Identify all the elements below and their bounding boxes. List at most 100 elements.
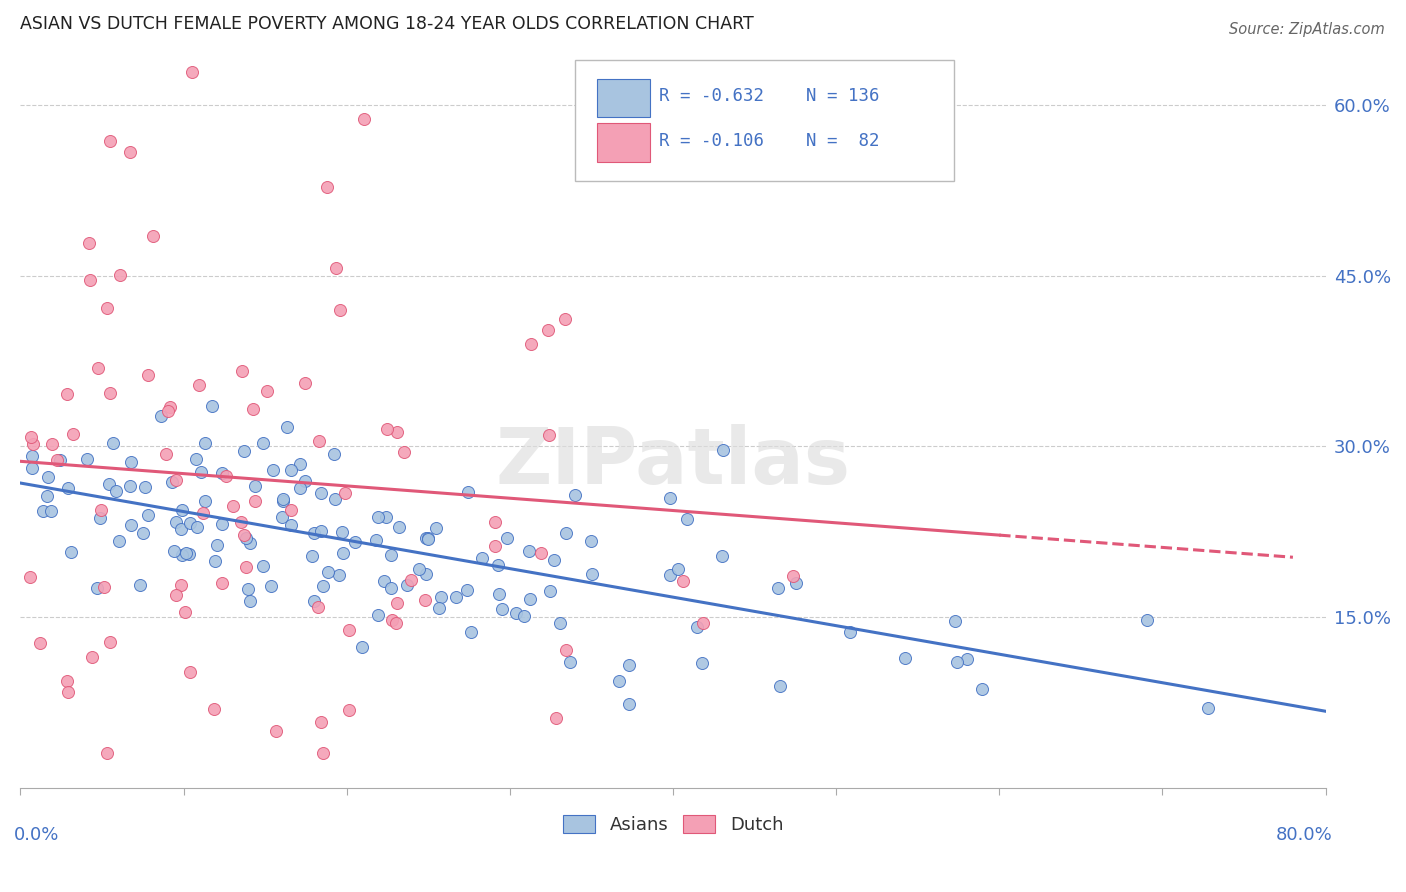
Point bbox=[18, 570, 41, 584]
Point bbox=[302, 525, 325, 540]
Point bbox=[1136, 613, 1159, 627]
Point bbox=[617, 657, 640, 672]
Point bbox=[229, 515, 252, 529]
Point bbox=[425, 521, 447, 535]
Point bbox=[444, 591, 467, 605]
Point bbox=[41, 436, 63, 450]
Text: Source: ZipAtlas.com: Source: ZipAtlas.com bbox=[1229, 22, 1385, 37]
Point bbox=[120, 517, 142, 532]
Point bbox=[711, 442, 734, 457]
Point bbox=[530, 546, 553, 560]
Point bbox=[96, 747, 118, 761]
Point bbox=[120, 145, 142, 160]
Point bbox=[380, 548, 402, 562]
Point bbox=[98, 134, 121, 148]
Point bbox=[946, 655, 969, 669]
Point bbox=[120, 455, 142, 469]
Point bbox=[56, 685, 79, 699]
Point bbox=[294, 376, 316, 390]
Point bbox=[180, 65, 202, 79]
Point bbox=[271, 492, 294, 507]
Point bbox=[155, 447, 177, 461]
Point bbox=[617, 697, 640, 711]
Point bbox=[186, 519, 208, 533]
Point bbox=[367, 509, 389, 524]
Point bbox=[294, 474, 316, 488]
Point bbox=[690, 656, 713, 670]
Point bbox=[311, 715, 333, 730]
Point bbox=[309, 486, 332, 500]
Point bbox=[517, 544, 540, 558]
Point bbox=[80, 650, 103, 665]
Point bbox=[555, 526, 578, 541]
Point bbox=[186, 452, 208, 467]
Point bbox=[548, 615, 571, 630]
Point bbox=[215, 469, 238, 483]
Point bbox=[96, 301, 118, 316]
Point bbox=[385, 596, 408, 610]
Point bbox=[236, 582, 259, 597]
Point bbox=[323, 447, 346, 461]
Point bbox=[165, 588, 187, 602]
Point bbox=[302, 594, 325, 608]
Point bbox=[179, 516, 201, 530]
Point bbox=[58, 481, 80, 495]
Point bbox=[484, 539, 506, 553]
Point bbox=[39, 504, 62, 518]
Point bbox=[769, 679, 792, 693]
Point bbox=[20, 461, 42, 475]
Point bbox=[193, 507, 215, 521]
Point bbox=[232, 528, 254, 542]
Point bbox=[512, 608, 534, 623]
Point bbox=[782, 568, 804, 582]
Point bbox=[839, 624, 862, 639]
Point bbox=[138, 368, 160, 383]
Point bbox=[79, 273, 101, 287]
FancyBboxPatch shape bbox=[598, 78, 650, 117]
Point bbox=[332, 546, 354, 560]
Point bbox=[160, 475, 183, 489]
Point bbox=[496, 531, 519, 545]
Point bbox=[581, 567, 603, 582]
Point bbox=[413, 592, 436, 607]
Point bbox=[98, 385, 121, 400]
Point bbox=[415, 531, 437, 545]
Point bbox=[21, 449, 44, 463]
Point bbox=[375, 422, 398, 436]
Point bbox=[471, 550, 494, 565]
Point bbox=[288, 457, 311, 471]
FancyBboxPatch shape bbox=[575, 60, 953, 181]
Point bbox=[193, 493, 215, 508]
Point bbox=[546, 711, 568, 725]
Point bbox=[55, 673, 77, 688]
Point bbox=[415, 567, 437, 582]
FancyBboxPatch shape bbox=[598, 123, 650, 161]
Point bbox=[416, 532, 439, 546]
Point bbox=[134, 480, 156, 494]
Point bbox=[205, 537, 228, 551]
Point bbox=[120, 479, 142, 493]
Point bbox=[658, 567, 681, 582]
Point bbox=[170, 548, 193, 562]
Point bbox=[242, 401, 264, 416]
Point bbox=[174, 546, 197, 560]
Point bbox=[329, 303, 352, 318]
Point bbox=[136, 508, 159, 522]
Point bbox=[375, 510, 398, 524]
Point bbox=[538, 584, 561, 599]
Point bbox=[350, 640, 373, 655]
Point bbox=[427, 600, 450, 615]
Point bbox=[520, 337, 543, 351]
Point bbox=[104, 484, 127, 499]
Point bbox=[560, 655, 582, 669]
Point bbox=[486, 558, 509, 572]
Point bbox=[554, 311, 576, 326]
Point bbox=[456, 582, 478, 597]
Point bbox=[259, 579, 281, 593]
Point bbox=[49, 453, 72, 467]
Point bbox=[785, 576, 807, 591]
Point bbox=[93, 580, 115, 594]
Point bbox=[170, 577, 193, 591]
Point bbox=[271, 510, 294, 524]
Point bbox=[381, 614, 404, 628]
